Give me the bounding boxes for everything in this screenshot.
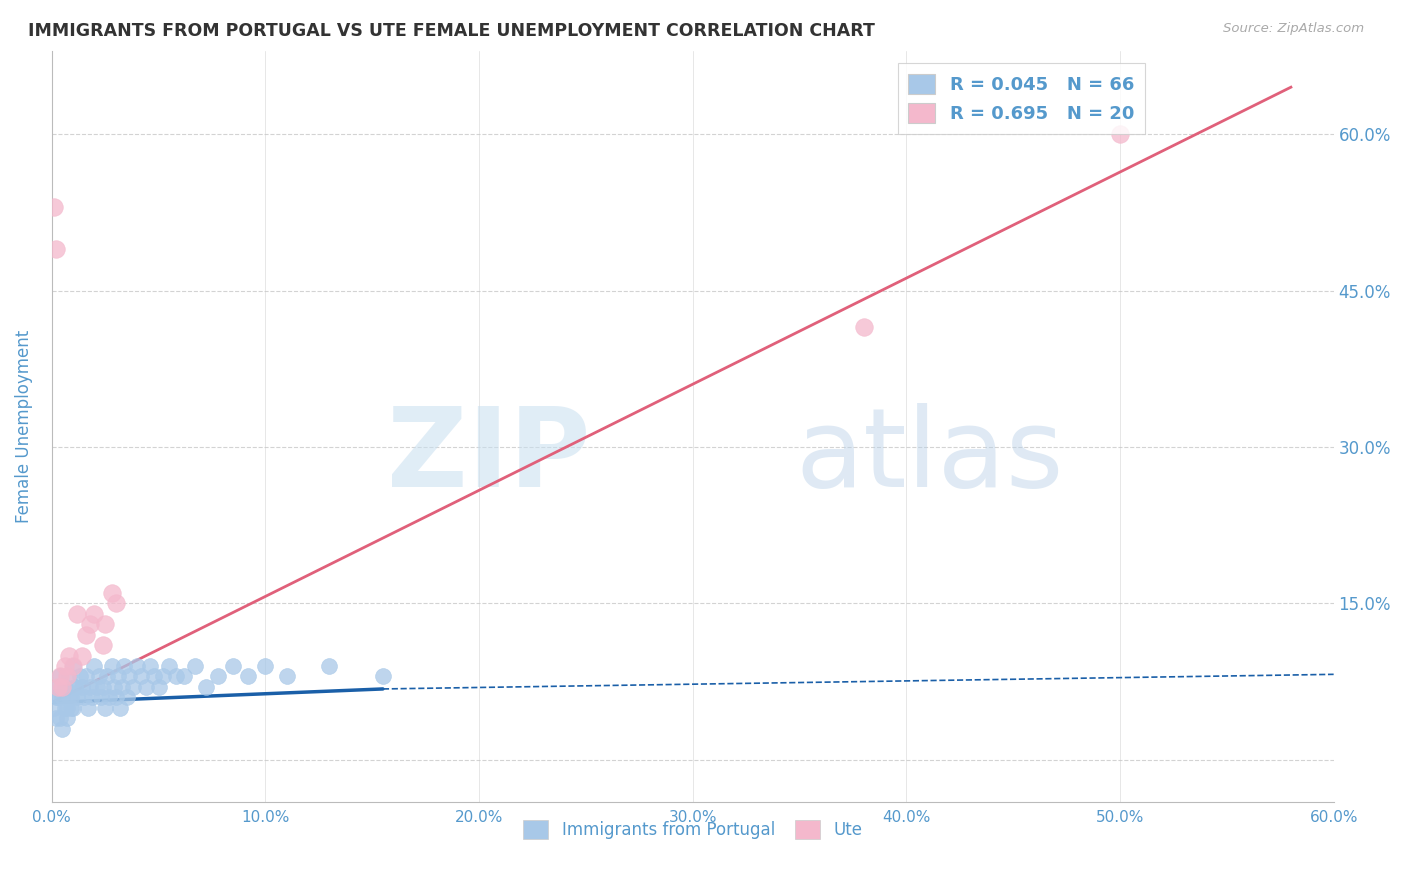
Point <box>66 690 89 705</box>
Point <box>131 669 153 683</box>
Point <box>55 700 77 714</box>
Point <box>53 659 76 673</box>
Point <box>45 242 67 256</box>
Point <box>65 680 87 694</box>
Point <box>157 659 180 673</box>
Text: Source: ZipAtlas.com: Source: ZipAtlas.com <box>1223 22 1364 36</box>
Point <box>51 722 73 736</box>
Point <box>139 659 162 673</box>
Point <box>107 669 129 683</box>
Point <box>122 680 145 694</box>
Point <box>254 659 277 673</box>
Point <box>104 690 127 705</box>
Point <box>135 680 157 694</box>
Point <box>83 607 105 621</box>
Text: IMMIGRANTS FROM PORTUGAL VS UTE FEMALE UNEMPLOYMENT CORRELATION CHART: IMMIGRANTS FROM PORTUGAL VS UTE FEMALE U… <box>28 22 875 40</box>
Point <box>58 669 80 683</box>
Point <box>104 596 127 610</box>
Point <box>165 669 187 683</box>
Point <box>58 648 80 663</box>
Point <box>318 659 340 673</box>
Point <box>51 680 73 694</box>
Point <box>238 669 260 683</box>
Point <box>45 711 67 725</box>
Point <box>62 659 84 673</box>
Point <box>49 711 72 725</box>
Point <box>90 690 112 705</box>
Point <box>79 617 101 632</box>
Point <box>59 690 82 705</box>
Point <box>59 700 82 714</box>
Point <box>276 669 298 683</box>
Point <box>118 669 141 683</box>
Point <box>115 690 138 705</box>
Text: ZIP: ZIP <box>387 402 591 509</box>
Point <box>73 690 96 705</box>
Point <box>46 680 69 694</box>
Y-axis label: Female Unemployment: Female Unemployment <box>15 329 32 523</box>
Point <box>127 659 149 673</box>
Point <box>152 669 174 683</box>
Point <box>100 586 122 600</box>
Point <box>45 690 67 705</box>
Point <box>103 680 125 694</box>
Point <box>55 669 77 683</box>
Point <box>69 669 91 683</box>
Point <box>1109 127 1132 141</box>
Point <box>98 690 121 705</box>
Point <box>108 700 131 714</box>
Point <box>70 680 93 694</box>
Point <box>77 700 100 714</box>
Point <box>46 690 69 705</box>
Point <box>66 607 89 621</box>
Point <box>852 320 875 334</box>
Point <box>83 659 105 673</box>
Legend: Immigrants from Portugal, Ute: Immigrants from Portugal, Ute <box>516 814 869 846</box>
Point <box>46 680 69 694</box>
Point <box>194 680 217 694</box>
Point <box>53 700 76 714</box>
Point <box>87 669 110 683</box>
Point <box>70 648 93 663</box>
Point <box>49 669 72 683</box>
Point <box>62 659 84 673</box>
Point <box>75 669 97 683</box>
Point <box>49 669 72 683</box>
Point <box>100 659 122 673</box>
Point <box>148 680 170 694</box>
Point <box>173 669 195 683</box>
Point <box>86 680 108 694</box>
Point <box>207 669 229 683</box>
Point <box>112 659 135 673</box>
Point <box>91 680 114 694</box>
Point <box>75 628 97 642</box>
Point <box>53 680 76 694</box>
Point <box>62 700 84 714</box>
Point <box>42 200 65 214</box>
Point <box>111 680 134 694</box>
Point <box>94 700 117 714</box>
Point <box>58 690 80 705</box>
Point <box>184 659 207 673</box>
Point <box>143 669 166 683</box>
Point <box>371 669 394 683</box>
Point <box>51 690 73 705</box>
Text: atlas: atlas <box>796 402 1064 509</box>
Point <box>82 690 104 705</box>
Point <box>96 669 118 683</box>
Point <box>91 638 114 652</box>
Point <box>65 680 87 694</box>
Point <box>222 659 245 673</box>
Point <box>94 617 117 632</box>
Point <box>42 700 65 714</box>
Point <box>79 680 101 694</box>
Point <box>55 711 77 725</box>
